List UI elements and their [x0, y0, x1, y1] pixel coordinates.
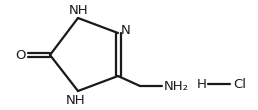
Text: NH₂: NH₂ [164, 80, 189, 93]
Text: NH: NH [69, 4, 89, 16]
Text: N: N [121, 24, 131, 37]
Text: Cl: Cl [233, 78, 246, 91]
Text: O: O [15, 49, 25, 61]
Text: NH: NH [66, 94, 86, 106]
Text: H: H [197, 78, 207, 91]
